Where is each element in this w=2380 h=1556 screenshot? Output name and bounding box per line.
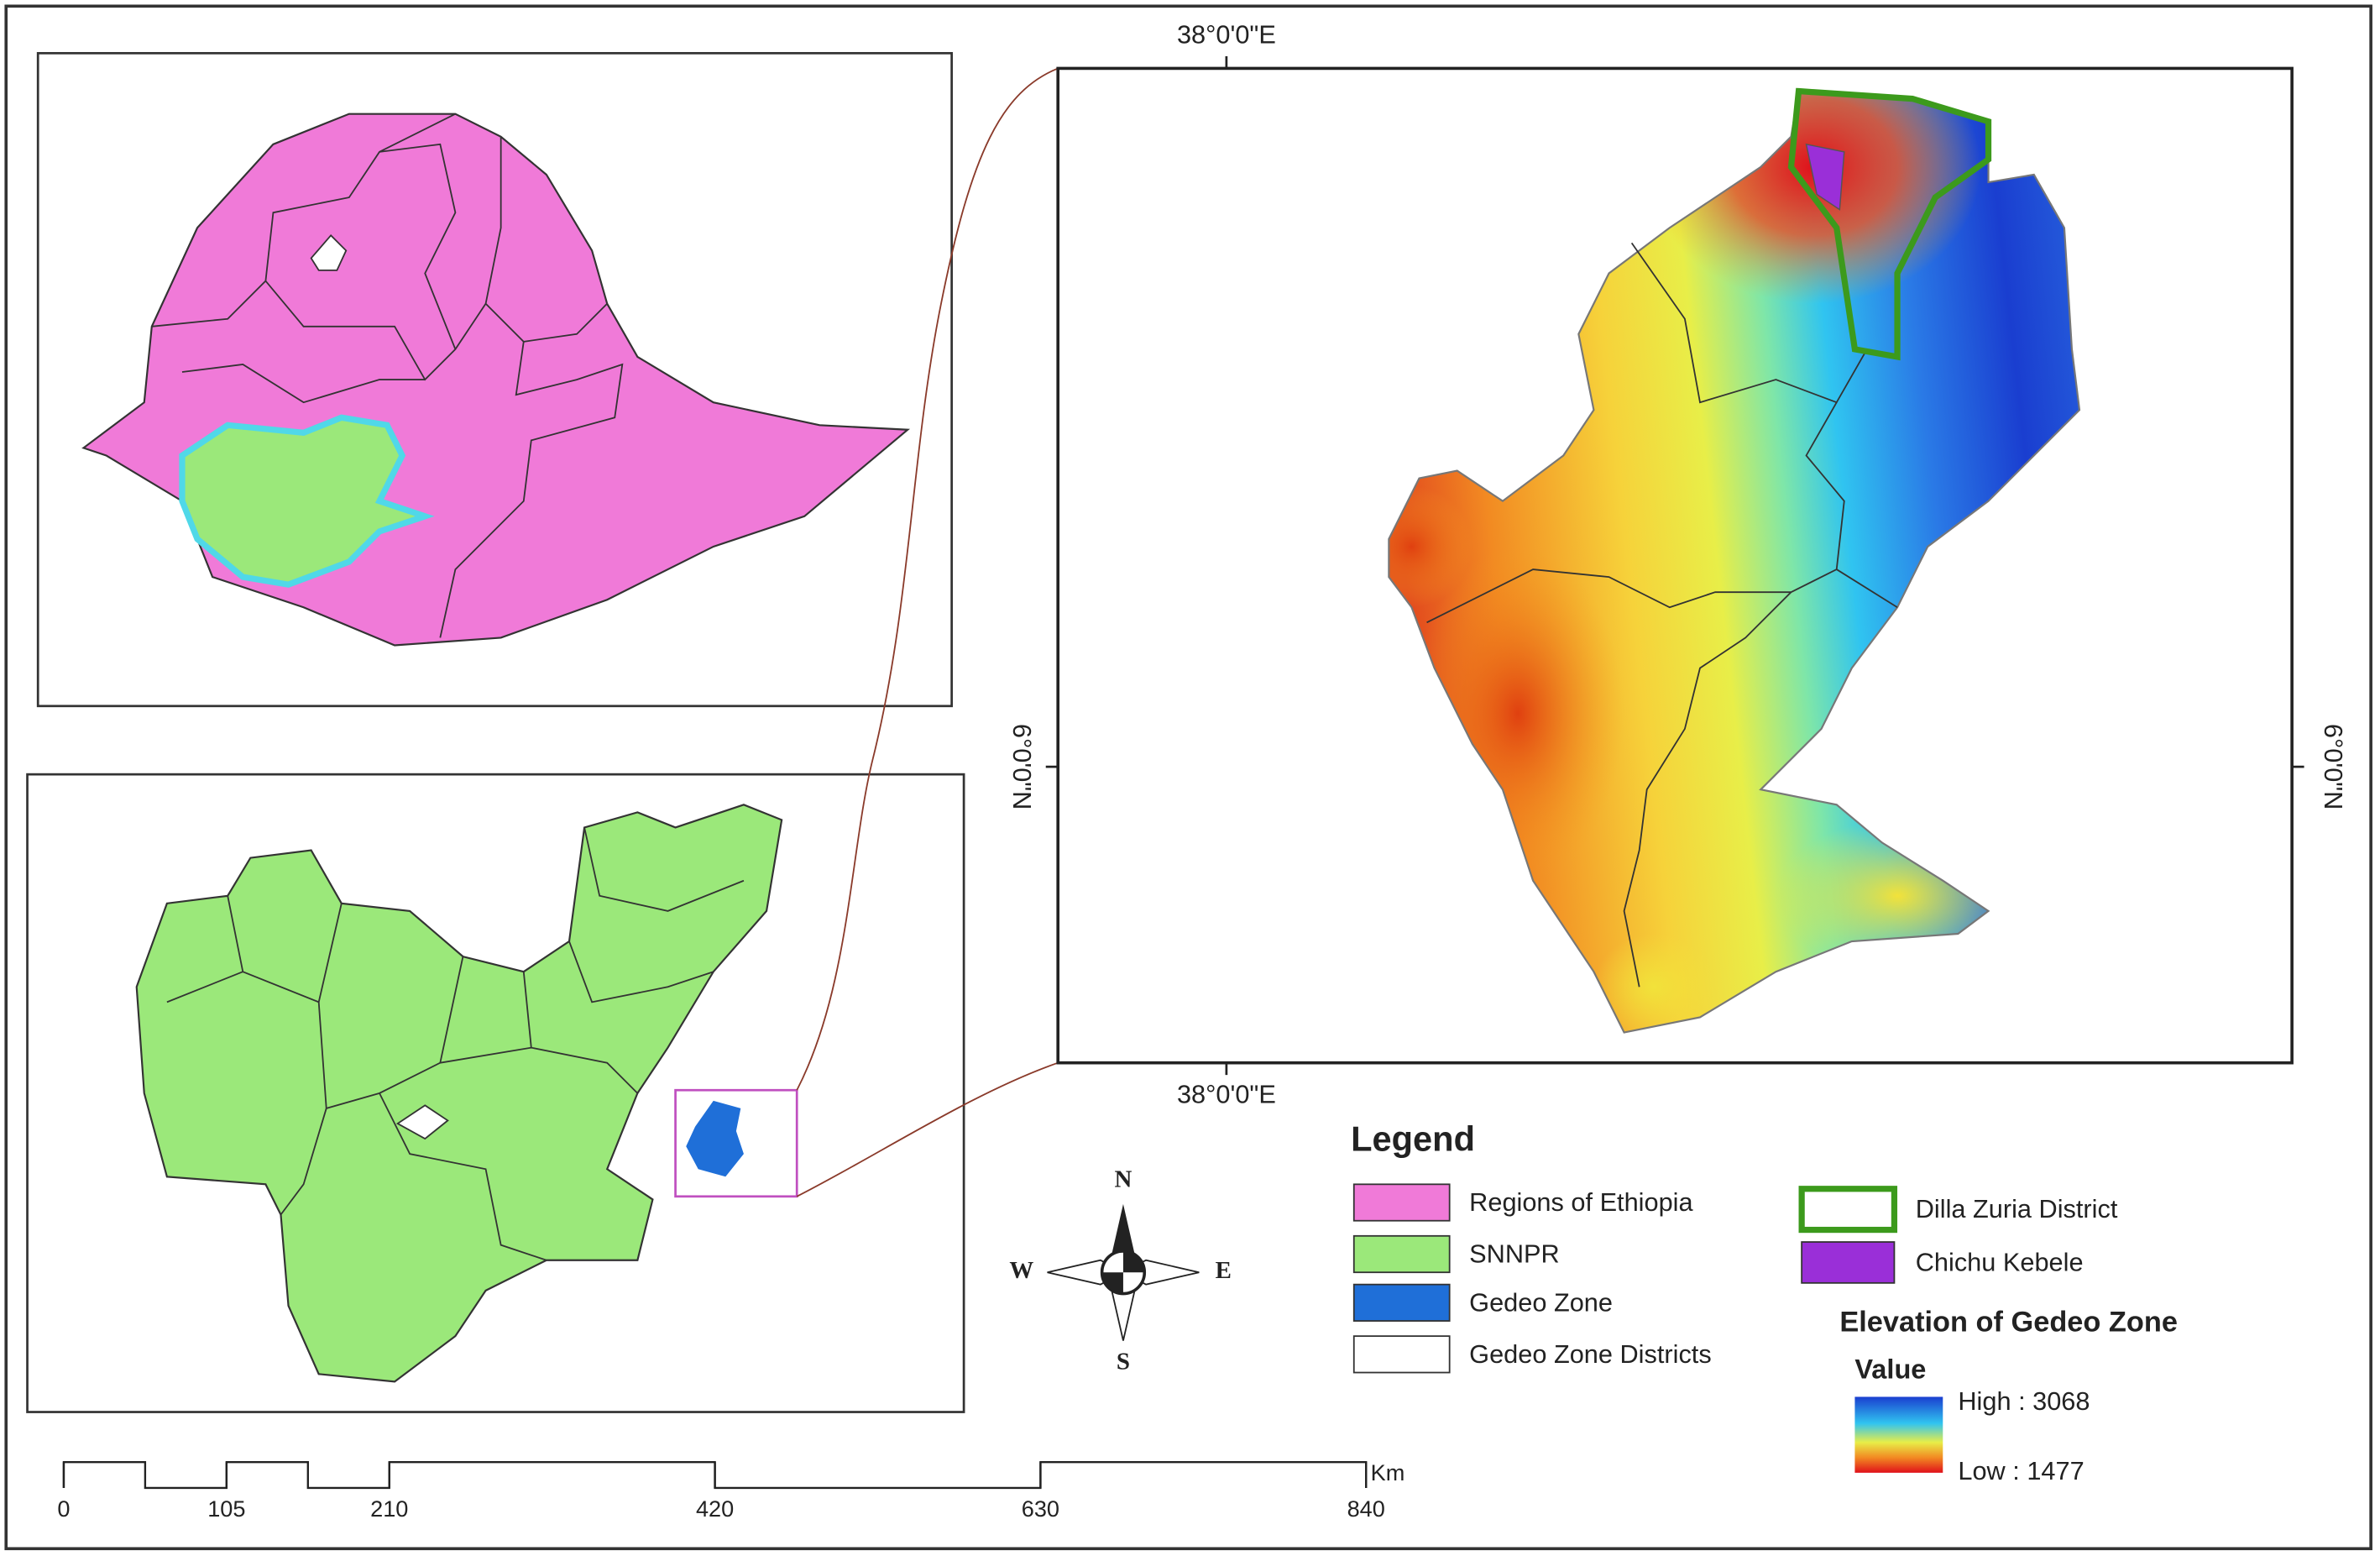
compass-s: S (1117, 1348, 1130, 1375)
compass-w: W (1009, 1257, 1033, 1284)
coord-top: 38°0'0"E (1177, 20, 1276, 50)
scale-label: 420 (696, 1496, 734, 1522)
legend-label: Gedeo Zone (1469, 1287, 1613, 1317)
inset-box (674, 1088, 798, 1198)
legend-label: Regions of Ethiopia (1469, 1187, 1693, 1217)
coord-bottom: 38°0'0"E (1177, 1080, 1276, 1109)
coord-right: 6°0'0"N (2319, 724, 2348, 810)
snnpr-region (179, 414, 435, 588)
scale-unit: Km (1371, 1459, 1405, 1485)
legend-swatch (1798, 1186, 1898, 1234)
zone-boundaries (166, 827, 745, 1261)
lake (395, 1104, 449, 1140)
elevation-high: High : 3068 (1958, 1386, 2090, 1416)
elevation-title: Elevation of Gedeo Zone (1839, 1307, 2178, 1339)
scale-label: 0 (57, 1496, 70, 1522)
legend-label: Chichu Kebele (1916, 1247, 2084, 1276)
district-boundaries (1426, 242, 1898, 988)
legend: Regions of Ethiopia SNNPR Gedeo Zone Gedeo … (1352, 1183, 2118, 1374)
scale-bar: 0 105 210 420 630 840 Km (57, 1459, 1404, 1522)
scale-label: 105 (207, 1496, 245, 1522)
addis-enclave (310, 233, 348, 271)
scale-label: 840 (1347, 1496, 1385, 1522)
gedeo-zone (686, 1100, 744, 1177)
compass-rose (1047, 1203, 1200, 1341)
compass-e: E (1216, 1257, 1232, 1284)
chichu-kebele (1805, 143, 1845, 211)
legend-label: SNNPR (1469, 1239, 1560, 1268)
elevation-colorbar (1854, 1396, 1943, 1473)
legend-swatch (1352, 1335, 1451, 1374)
scale-label: 210 (370, 1496, 408, 1522)
elevation-subtitle: Value (1854, 1354, 1926, 1384)
legend-title: Legend (1351, 1119, 1475, 1159)
legend-swatch (1352, 1283, 1451, 1322)
gedeo-outline (1388, 90, 2081, 1034)
legend-swatch (1801, 1241, 1896, 1284)
legend-label: Gedeo Zone Districts (1469, 1339, 1712, 1369)
region-boundaries (151, 113, 624, 638)
legend-swatch (1352, 1183, 1451, 1222)
legend-label: Dilla Zuria District (1916, 1194, 2118, 1223)
connector-lines (796, 67, 1059, 1197)
scale-label: 630 (1022, 1496, 1059, 1522)
legend-swatch (1352, 1234, 1451, 1274)
elevation-low: Low : 1477 (1958, 1456, 2084, 1485)
dilla-zuria-district (1787, 87, 1992, 361)
graticule-ticks (1045, 55, 2304, 1076)
compass-n: N (1115, 1166, 1132, 1192)
coord-left: 6°0'0"N (1007, 724, 1037, 810)
